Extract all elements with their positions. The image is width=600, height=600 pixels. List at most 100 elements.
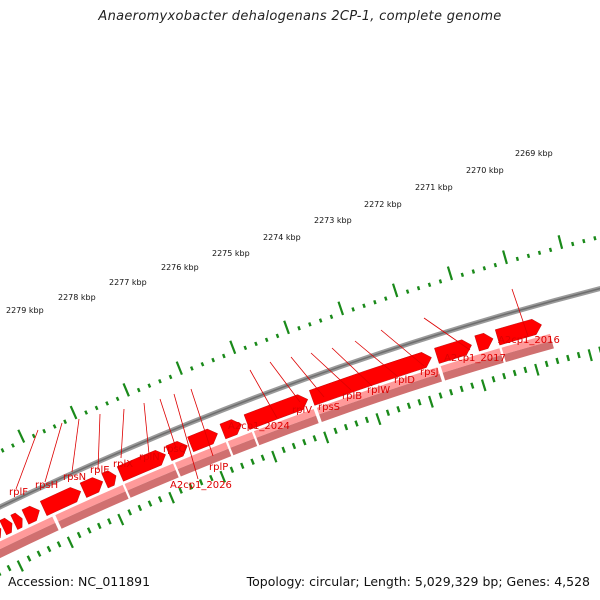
gene-arrow: [219, 419, 242, 440]
outer-scale-tick: [557, 235, 564, 250]
leader-line: [331, 347, 373, 387]
outer-scale-tick: [593, 236, 597, 241]
gene-arrow: [494, 318, 542, 346]
outer-scale-tick: [115, 396, 120, 402]
outer-scale-tick: [0, 447, 5, 453]
inner-scale-tick: [534, 363, 540, 376]
outer-scale-tick: [482, 266, 487, 271]
scale-tick-label: 2273 kbp: [314, 216, 352, 225]
gene-arrow: [187, 428, 218, 453]
inner-scale-tick: [157, 496, 163, 503]
inner-scale-tick: [364, 416, 370, 424]
leader-line: [159, 398, 177, 449]
scale-tick-label: 2272 kbp: [364, 200, 402, 209]
outer-scale-tick: [427, 282, 432, 288]
outer-scale-tick: [63, 419, 68, 425]
gene-arrow: [165, 441, 188, 461]
leader-line: [143, 402, 150, 455]
outer-scale-tick: [537, 250, 542, 256]
gene-track-band: [0, 516, 56, 550]
outer-scale-tick: [446, 266, 454, 281]
inner-scale-tick: [86, 527, 92, 534]
gene-arrow: [434, 339, 472, 364]
outer-scale-tick: [69, 405, 78, 420]
gene-track-band: [127, 470, 179, 498]
backbone-core: [0, 287, 600, 508]
outer-scale-tick: [31, 433, 36, 439]
inner-scale-tick: [302, 438, 307, 446]
inner-scale-tick: [417, 399, 422, 406]
inner-scale-tick: [168, 491, 175, 504]
outer-scale-tick: [52, 424, 57, 429]
gene-track-band: [58, 491, 129, 529]
outer-scale-tick: [571, 241, 575, 247]
gene-label: rpsS: [318, 402, 340, 413]
inner-scale-tick: [375, 413, 382, 426]
inner-scale-tick: [312, 435, 317, 442]
inner-scale-tick: [127, 509, 132, 516]
outer-scale-tick: [200, 361, 205, 367]
map-title: Anaeromyxobacter dehalogenans 2CP-1, com…: [98, 9, 502, 24]
outer-scale-tick: [493, 262, 498, 268]
inner-scale-tick: [406, 402, 412, 409]
inner-scale-tick: [107, 518, 112, 525]
outer-scale-tick: [11, 443, 15, 448]
leader-line: [173, 393, 199, 480]
gene-arrow: [79, 477, 104, 498]
outer-scale-tick: [254, 341, 258, 347]
gene-arrow: [116, 450, 166, 482]
scale-tick-labels: 2269 kbp 2270 kbp 2271 kbp 2272 kbp 2273 kbp…: [6, 149, 553, 315]
gene-arrow: [0, 517, 13, 536]
gene-track-band: [503, 340, 554, 363]
gene-arrow: [243, 394, 309, 430]
gene-label: A2cp1_2026: [170, 480, 232, 491]
outer-scale-tick: [211, 357, 216, 363]
inner-scale-tick: [343, 423, 349, 431]
outer-scale-tick: [283, 320, 290, 335]
gene-track-band: [0, 522, 59, 559]
leader-line: [97, 413, 101, 471]
inner-scale-tick: [587, 349, 593, 362]
gene-track-band: [175, 442, 229, 470]
inner-scale-tick: [97, 522, 102, 530]
outer-scale-tick: [526, 253, 531, 259]
genome-summary-text: Topology: circular; Length: 5,029,329 bp…: [246, 574, 590, 589]
leader-line: [269, 361, 301, 403]
gene-track-band: [55, 484, 126, 522]
leader-line: [290, 356, 325, 398]
inner-scale-ticks: [0, 346, 600, 576]
outer-scale-tick: [105, 401, 109, 406]
outer-scale-tick: [84, 410, 88, 415]
inner-scale-tick: [198, 478, 204, 486]
inner-scale-tick: [26, 555, 32, 562]
leader-line: [190, 388, 214, 457]
inner-scale-tick: [16, 560, 24, 572]
inner-scale-tick: [512, 369, 517, 377]
accession-text: Accession: NC_011891: [8, 574, 151, 589]
gene-label: rplB: [342, 391, 362, 402]
outer-scale-tick: [275, 333, 280, 339]
gene-track-band: [316, 367, 440, 415]
leader-line: [380, 329, 425, 367]
backbone: [0, 286, 600, 510]
gene-label: rpsJ: [420, 367, 439, 378]
leader-line: [120, 408, 125, 459]
inner-scale-tick: [449, 388, 454, 396]
gene-arrow: [309, 352, 432, 406]
gene-track-band: [230, 438, 258, 456]
outer-scale-tick: [147, 383, 152, 388]
gene-track-band: [442, 355, 504, 381]
leader-line: [310, 352, 352, 391]
outer-scale-tick: [582, 238, 586, 244]
gene-label: A2cp1_2017: [444, 353, 506, 364]
outer-scale-tick: [416, 285, 421, 291]
inner-scale-tick: [354, 420, 359, 427]
outer-scale-tick: [373, 299, 377, 305]
inner-scale-tick: [459, 385, 464, 393]
gene-track-band: [501, 333, 552, 355]
gene-label: A2cp1_2024: [228, 421, 290, 432]
outer-scale-tick: [42, 428, 47, 434]
inner-scale-tick: [260, 454, 266, 462]
